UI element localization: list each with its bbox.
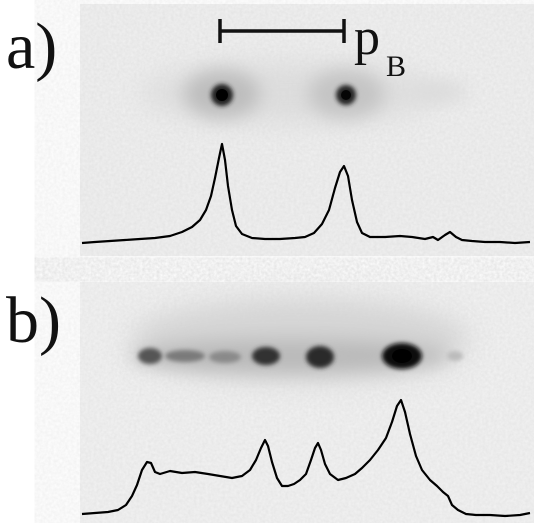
diffraction-spot	[252, 347, 280, 365]
panel-b-label: b)	[6, 284, 61, 357]
panel-a-label: a)	[6, 10, 58, 83]
scale-bar	[218, 19, 346, 43]
scale-bar-subscript: B	[386, 50, 407, 83]
intensity-profile-b	[81, 398, 531, 518]
panel-a-image	[80, 4, 534, 256]
intensity-profile-a	[81, 142, 531, 245]
panel-a	[0, 0, 534, 260]
panel-b-image	[80, 282, 534, 523]
diffraction-spot	[306, 346, 334, 368]
scale-bar-symbol: p	[354, 9, 380, 66]
panel-b	[0, 260, 534, 523]
